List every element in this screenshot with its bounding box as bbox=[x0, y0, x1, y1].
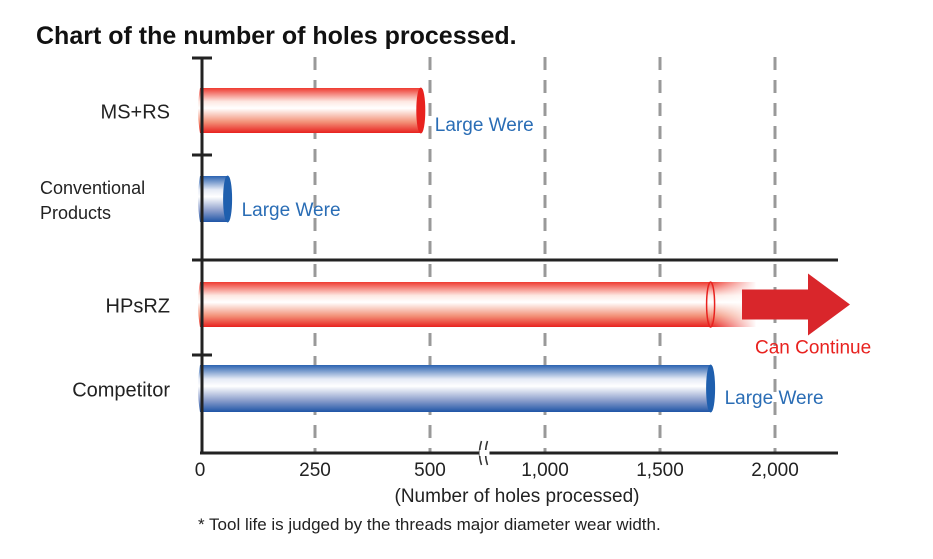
bar-annotation: Can Continue bbox=[755, 338, 871, 359]
x-tick-label: 1,000 bbox=[521, 460, 569, 481]
category-label: HPsRZ bbox=[106, 296, 170, 318]
bar bbox=[198, 176, 228, 222]
chart-title: Chart of the number of holes processed. bbox=[36, 22, 517, 50]
x-tick-label: 500 bbox=[414, 460, 446, 481]
bar-end-cap bbox=[705, 281, 716, 328]
bar bbox=[198, 365, 711, 412]
bar-end-cap bbox=[706, 364, 716, 413]
bar-end-cap bbox=[223, 175, 233, 223]
x-tick-label: 0 bbox=[195, 460, 206, 481]
x-axis-label: (Number of holes processed) bbox=[395, 486, 640, 507]
bar-annotation: Large Were bbox=[725, 388, 824, 409]
category-label: MS+RS bbox=[101, 102, 170, 124]
category-label: Products bbox=[40, 203, 111, 223]
bar-annotation: Large Were bbox=[242, 200, 341, 221]
x-tick-label: 1,500 bbox=[636, 460, 684, 481]
bar-annotation: Large Were bbox=[435, 115, 534, 136]
footnote: * Tool life is judged by the threads maj… bbox=[198, 515, 661, 534]
category-label: Conventional bbox=[40, 178, 145, 198]
x-tick-label: 250 bbox=[299, 460, 331, 481]
category-label: Competitor bbox=[72, 380, 170, 402]
bar bbox=[198, 88, 421, 133]
x-tick-label: 2,000 bbox=[751, 460, 799, 481]
axis-break-gap bbox=[479, 450, 490, 456]
continue-arrow-icon bbox=[742, 273, 850, 336]
bar bbox=[198, 282, 711, 327]
bar-end-cap bbox=[416, 87, 426, 134]
